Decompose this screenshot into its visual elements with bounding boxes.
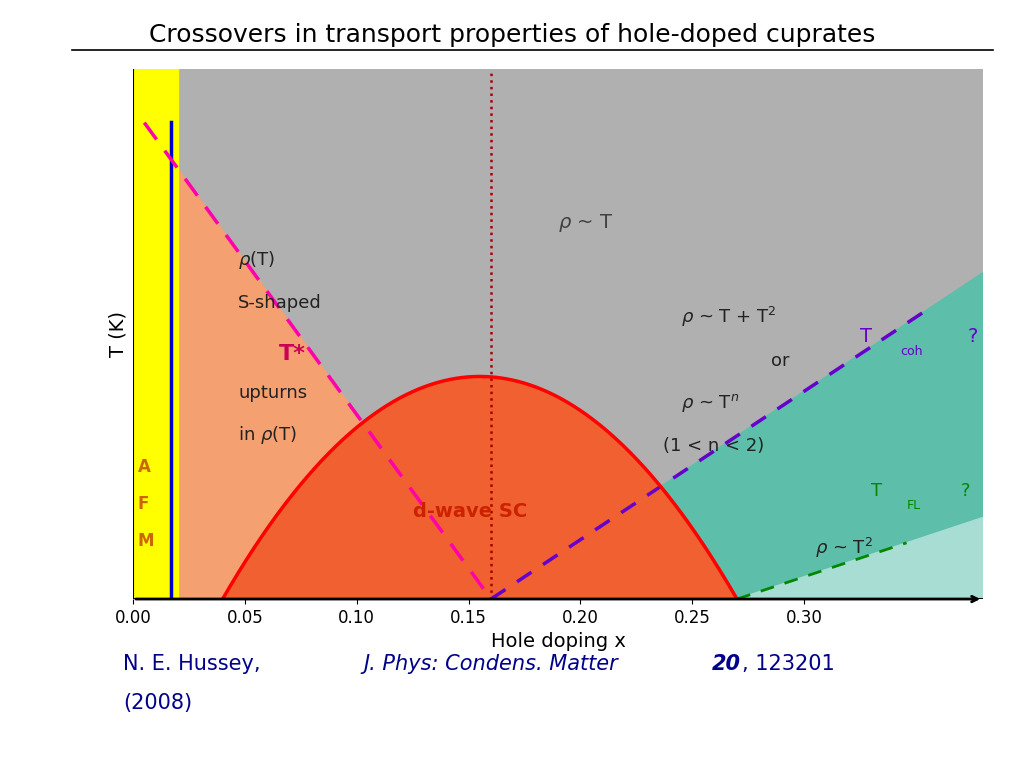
Text: $\rho$ ~ T$^2$: $\rho$ ~ T$^2$	[815, 536, 873, 560]
Text: or: or	[770, 352, 790, 370]
Text: T*: T*	[279, 343, 305, 363]
Y-axis label: T (K): T (K)	[109, 311, 128, 357]
Text: Crossovers in transport properties of hole-doped cuprates: Crossovers in transport properties of ho…	[148, 22, 876, 47]
Text: A: A	[137, 458, 151, 476]
Text: $\rho$ ~ T: $\rho$ ~ T	[558, 212, 613, 234]
Text: upturns: upturns	[239, 384, 307, 402]
Text: (2008): (2008)	[123, 693, 193, 713]
Text: coh: coh	[900, 346, 923, 358]
Text: FL: FL	[907, 499, 922, 512]
Text: S-shaped: S-shaped	[239, 293, 322, 312]
Polygon shape	[737, 518, 983, 599]
X-axis label: Hole doping x: Hole doping x	[490, 632, 626, 651]
Text: $\rho$(T): $\rho$(T)	[239, 249, 275, 271]
Text: d-wave SC: d-wave SC	[413, 502, 527, 521]
Text: F: F	[137, 495, 148, 513]
Text: $\rho$ ~ T$^n$: $\rho$ ~ T$^n$	[681, 392, 739, 414]
Text: 20: 20	[712, 654, 740, 674]
Polygon shape	[133, 69, 178, 599]
Text: $\rho$ ~ T + T$^2$: $\rho$ ~ T + T$^2$	[681, 306, 776, 329]
Text: N. E. Hussey,: N. E. Hussey,	[123, 654, 273, 674]
Text: M: M	[137, 532, 154, 550]
Polygon shape	[222, 376, 737, 599]
Text: , 123201: , 123201	[742, 654, 836, 674]
Text: (1 < n < 2): (1 < n < 2)	[664, 437, 765, 455]
Text: in $\rho$(T): in $\rho$(T)	[239, 424, 297, 446]
Text: J. Phys: Condens. Matter: J. Phys: Condens. Matter	[364, 654, 625, 674]
Polygon shape	[178, 169, 490, 599]
Text: ?: ?	[961, 482, 970, 500]
Text: T: T	[860, 327, 872, 346]
Text: ?: ?	[968, 327, 978, 346]
Text: T: T	[871, 482, 883, 500]
Polygon shape	[133, 69, 983, 599]
Polygon shape	[490, 273, 983, 599]
